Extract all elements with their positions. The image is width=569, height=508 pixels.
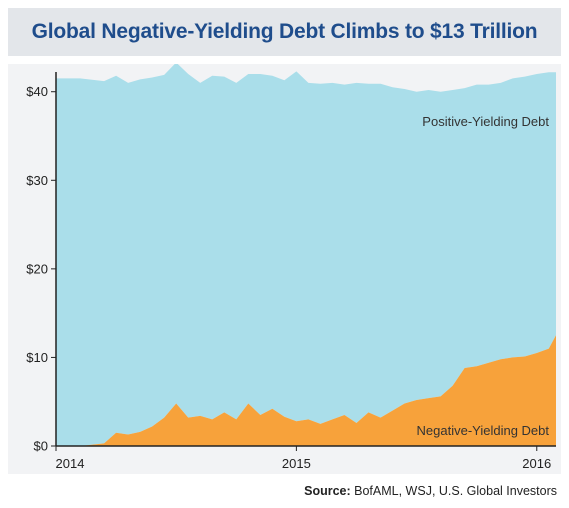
title-bar: Global Negative-Yielding Debt Climbs to …	[8, 8, 561, 56]
negative-yielding-area	[56, 335, 556, 446]
x-tick-label: 2016	[522, 456, 551, 471]
chart-title: Global Negative-Yielding Debt Climbs to …	[31, 20, 538, 43]
y-tick-label: $40	[26, 84, 48, 99]
area-chart: $0 $10 $20 $30 $40 2014 2015 2016 Positive-Yield…	[26, 64, 556, 471]
x-tick-label: 2015	[282, 456, 311, 471]
negative-yielding-label: Negative-Yielding Debt	[417, 423, 550, 438]
source-note: Source: BofAML, WSJ, U.S. Global Investo…	[304, 484, 557, 498]
chart-area: $0 $10 $20 $30 $40 2014 2015 2016 Positive-Yield…	[8, 64, 561, 474]
y-tick-label: $10	[26, 350, 48, 365]
source-label: Source:	[304, 484, 351, 498]
y-tick-label: $0	[34, 439, 48, 454]
y-tick-label: $30	[26, 173, 48, 188]
y-tick-label: $20	[26, 261, 48, 276]
x-tick-label: 2014	[56, 456, 85, 471]
positive-yielding-label: Positive-Yielding Debt	[422, 114, 549, 129]
source-text: BofAML, WSJ, U.S. Global Investors	[350, 484, 557, 498]
positive-yielding-area	[56, 64, 556, 446]
